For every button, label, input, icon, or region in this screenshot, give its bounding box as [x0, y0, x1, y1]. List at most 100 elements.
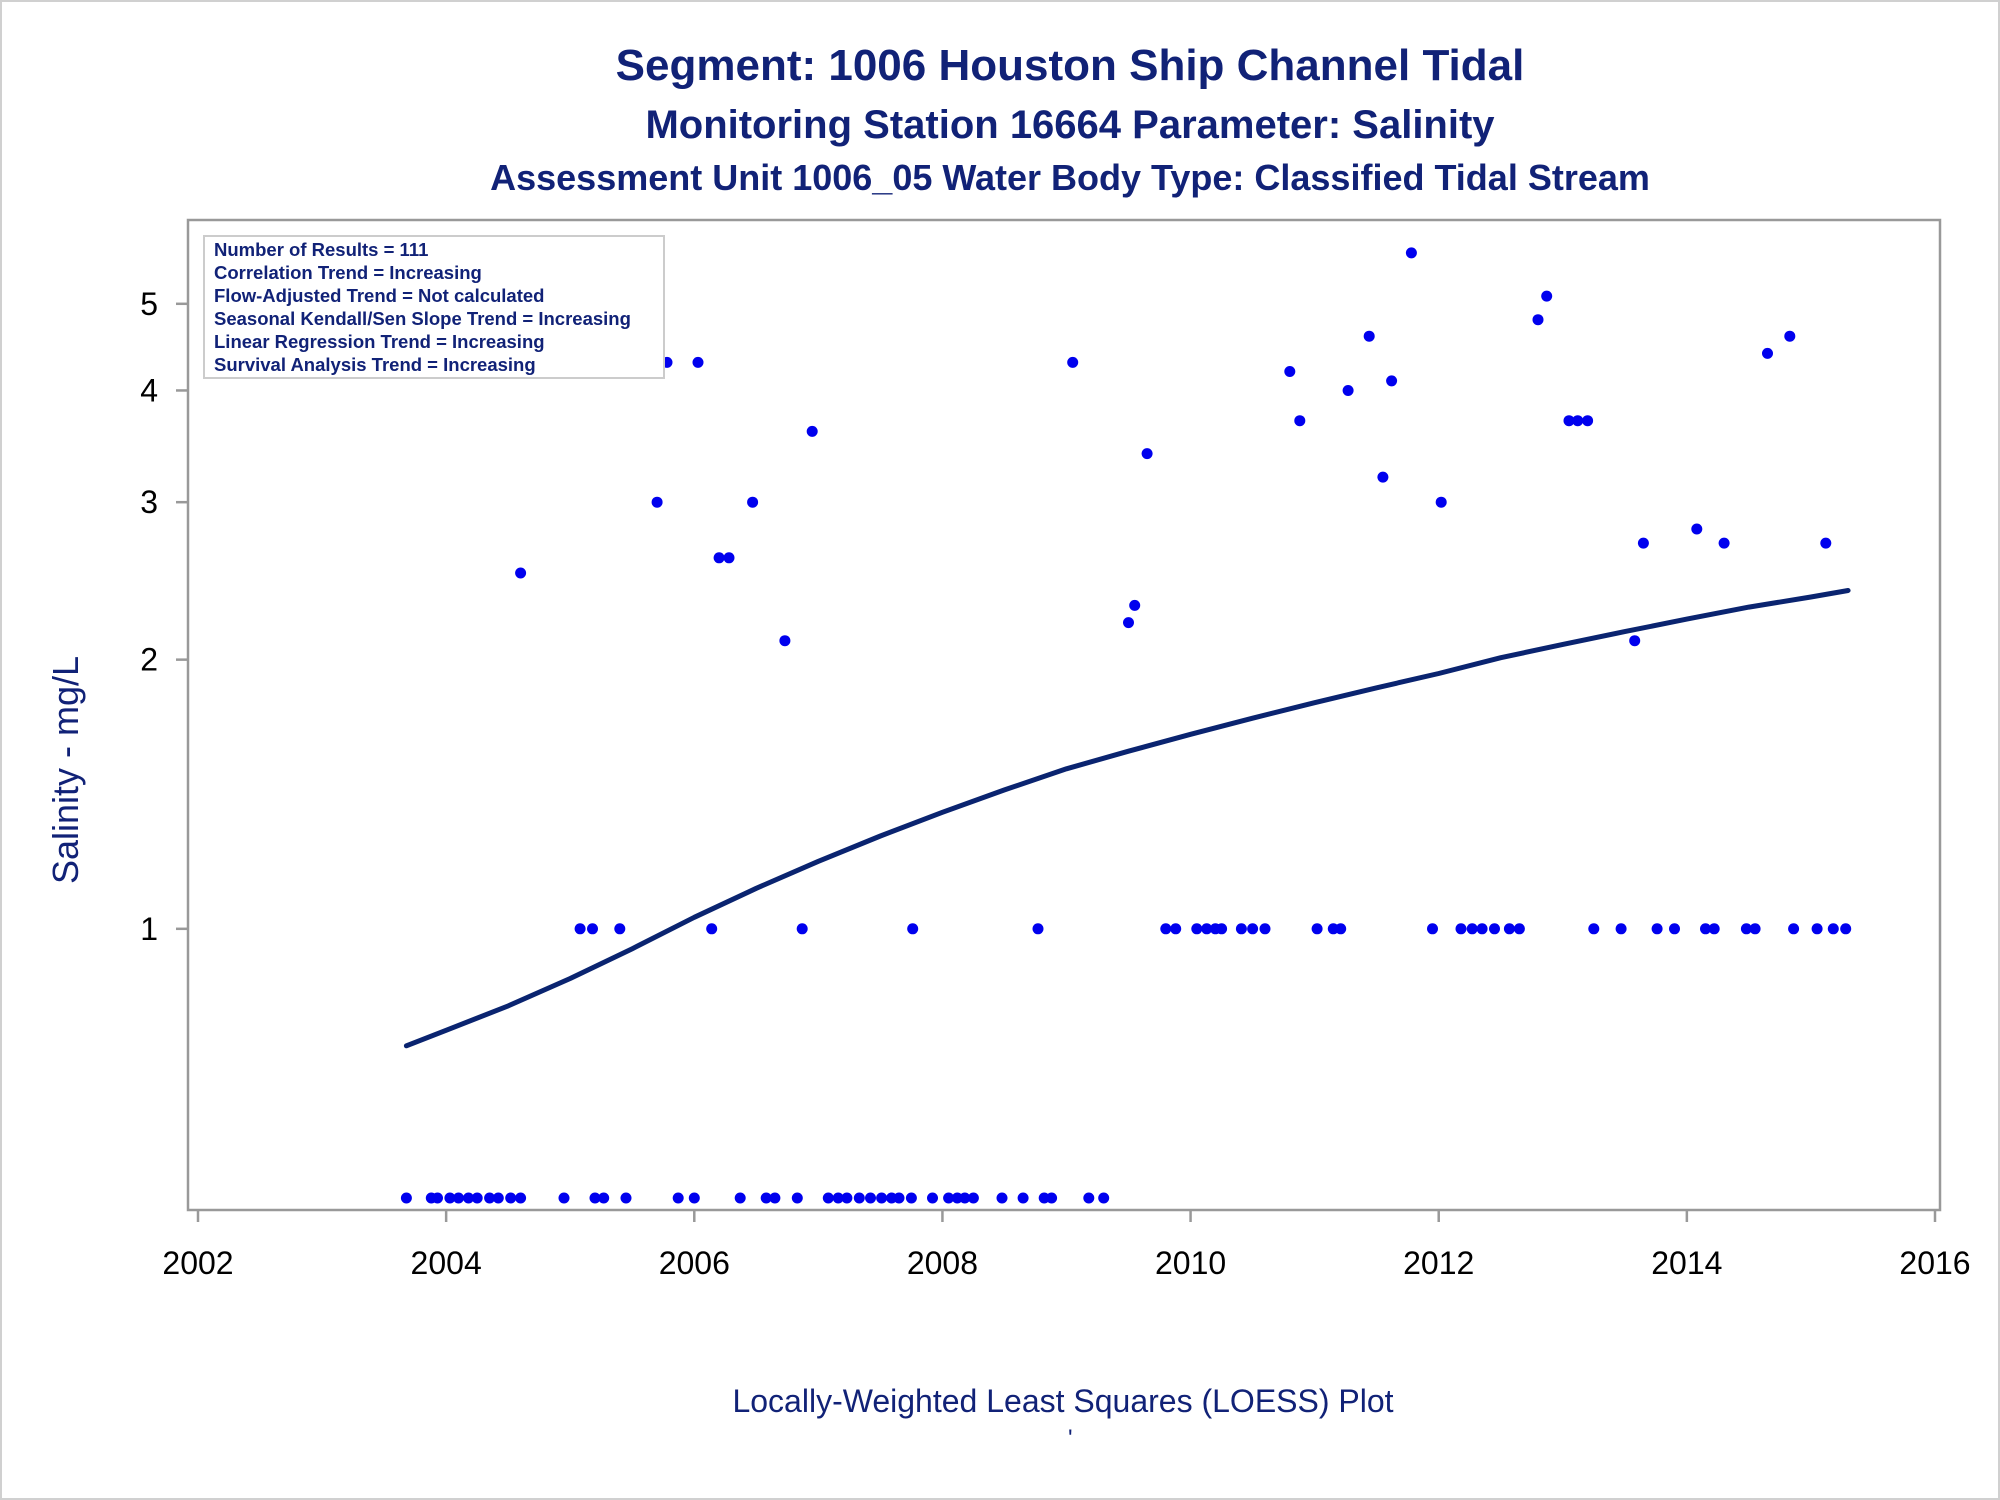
data-point — [1160, 923, 1172, 935]
x-tick-label: 2010 — [1155, 1245, 1226, 1281]
data-point — [1405, 247, 1417, 259]
x-tick-label: 2008 — [907, 1245, 978, 1281]
stats-line-flow-adjusted: Flow-Adjusted Trend = Not calculated — [214, 285, 544, 306]
data-point — [558, 1192, 570, 1204]
data-point — [1216, 923, 1228, 935]
data-point — [1284, 366, 1296, 377]
data-point — [1427, 923, 1438, 935]
data-point — [1708, 923, 1720, 935]
data-point — [1377, 471, 1389, 483]
data-point — [672, 1192, 684, 1204]
data-point — [1191, 923, 1203, 935]
data-point — [515, 567, 527, 579]
data-point — [1588, 923, 1600, 935]
data-point — [1466, 923, 1478, 935]
data-point — [1513, 923, 1525, 935]
data-point — [1582, 415, 1594, 427]
data-point — [1170, 923, 1182, 935]
x-tick-label: 2004 — [411, 1245, 482, 1281]
data-point — [598, 1192, 610, 1204]
data-point — [1811, 923, 1823, 935]
data-point — [589, 1192, 601, 1204]
data-point — [876, 1192, 888, 1204]
data-point — [492, 1192, 504, 1204]
data-point — [841, 1192, 853, 1204]
loess-line — [403, 588, 1851, 1049]
y-tick-label: 2 — [140, 642, 158, 678]
y-tick-label: 5 — [140, 286, 158, 322]
data-point — [1294, 415, 1306, 427]
data-point — [1718, 537, 1730, 549]
data-point — [907, 923, 919, 935]
data-point — [692, 356, 704, 368]
data-point — [471, 1192, 483, 1204]
data-point — [463, 1192, 474, 1204]
data-point — [1335, 923, 1347, 935]
data-point — [1827, 923, 1839, 935]
stats-box-border — [203, 235, 665, 379]
data-point — [791, 1192, 803, 1204]
stats-line-linear-regression: Linear Regression Trend = Increasing — [214, 331, 545, 352]
data-point — [651, 496, 663, 508]
data-point — [1840, 923, 1852, 935]
data-point — [1740, 923, 1752, 935]
data-point — [832, 1192, 844, 1204]
data-point — [1083, 1192, 1095, 1204]
y-tick-label: 3 — [140, 484, 158, 520]
data-point — [1749, 923, 1761, 935]
stats-line-seasonal-kendall: Seasonal Kendall/Sen Slope Trend = Incre… — [214, 308, 631, 329]
data-point — [1455, 923, 1467, 935]
data-point — [1541, 290, 1553, 302]
data-point — [1532, 314, 1544, 326]
data-point — [734, 1192, 746, 1204]
scatter-series — [400, 247, 1852, 1204]
stats-line-results: Number of Results = 111 — [214, 239, 428, 260]
data-point — [747, 496, 759, 508]
y-tick-label: 1 — [140, 911, 158, 947]
data-point — [432, 1192, 443, 1204]
data-point — [723, 552, 735, 564]
data-point — [1311, 923, 1323, 935]
data-point — [1123, 617, 1134, 629]
data-point — [1363, 330, 1375, 342]
data-point — [796, 923, 808, 935]
data-point — [905, 1192, 917, 1204]
data-point — [1629, 635, 1641, 647]
data-point — [515, 1192, 527, 1204]
data-point — [959, 1192, 971, 1204]
data-point — [400, 1192, 412, 1204]
data-point — [853, 1192, 865, 1204]
chart-subtitle-2: Assessment Unit 1006_05 Water Body Type:… — [490, 157, 1650, 198]
data-point — [1435, 496, 1447, 508]
data-point — [967, 1192, 979, 1204]
data-point — [1691, 523, 1703, 535]
x-tick-label: 2016 — [1899, 1245, 1970, 1281]
data-point — [1476, 923, 1488, 935]
plot-area — [186, 218, 1942, 1212]
data-point — [1788, 923, 1800, 935]
data-point — [996, 1192, 1008, 1204]
footnote: Locally-Weighted Least Squares (LOESS) P… — [732, 1383, 1393, 1419]
data-point — [688, 1192, 700, 1204]
x-tick-label: 2012 — [1403, 1245, 1474, 1281]
y-tick-label: 4 — [140, 372, 158, 408]
data-point — [1098, 1192, 1110, 1204]
data-point — [779, 635, 791, 647]
data-point — [943, 1192, 955, 1204]
x-tick-label: 2006 — [659, 1245, 730, 1281]
data-point — [1201, 923, 1213, 935]
data-point — [865, 1192, 876, 1204]
data-point — [1700, 923, 1711, 935]
data-point — [1141, 448, 1153, 460]
data-point — [453, 1192, 464, 1204]
stats-line-survival: Survival Analysis Trend = Increasing — [214, 354, 536, 375]
data-point — [822, 1192, 834, 1204]
data-point — [1651, 923, 1663, 935]
data-point — [760, 1192, 772, 1204]
y-axis-label: Salinity - mg/L — [45, 656, 86, 884]
data-point — [1572, 415, 1584, 427]
data-point — [1342, 385, 1354, 396]
x-tick-label: 2014 — [1651, 1245, 1722, 1281]
data-point — [1563, 415, 1575, 427]
